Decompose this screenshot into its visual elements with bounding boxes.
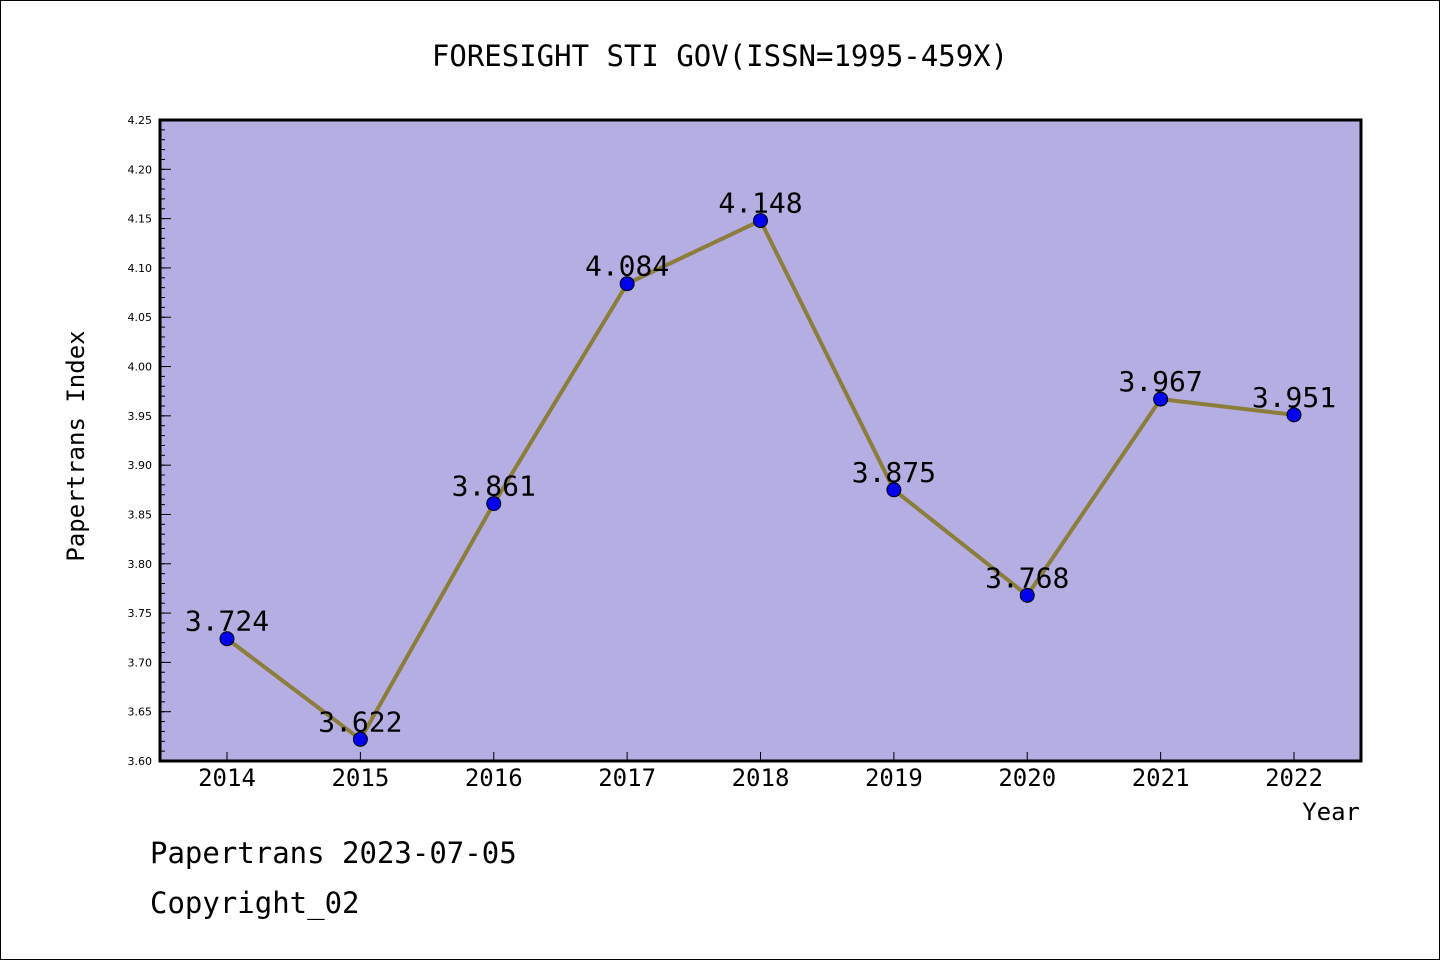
data-point (219, 631, 235, 647)
x-tick-label: 2016 (465, 764, 523, 792)
data-point (886, 482, 902, 498)
y-tick-label: 3.90 (128, 459, 153, 472)
y-tick-label: 3.85 (128, 508, 153, 521)
y-axis-label: Papertrans Index (62, 330, 90, 561)
x-tick-label: 2022 (1265, 764, 1323, 792)
data-label: 3.875 (852, 456, 936, 489)
x-axis-label: Year (1302, 798, 1360, 826)
footer-date-stamp: Papertrans 2023-07-05 (150, 836, 517, 870)
x-tick-label: 2015 (331, 764, 389, 792)
y-tick-label: 3.95 (128, 410, 153, 423)
data-label: 4.148 (718, 187, 802, 220)
x-tick-label: 2018 (732, 764, 790, 792)
y-tick-label: 3.80 (128, 558, 153, 571)
x-tick-label: 2014 (198, 764, 256, 792)
data-point (486, 496, 502, 512)
data-label: 3.768 (985, 561, 1069, 594)
data-label: 3.724 (185, 605, 269, 638)
data-point (1019, 587, 1035, 603)
y-tick-label: 3.75 (128, 607, 153, 620)
y-tick-label: 4.00 (128, 361, 153, 374)
y-tick-label: 3.70 (128, 656, 153, 669)
x-tick-label: 2017 (598, 764, 656, 792)
plot-border (158, 118, 1363, 763)
x-tick-label: 2019 (865, 764, 923, 792)
y-tick-label: 3.60 (128, 755, 153, 768)
y-tick-label: 3.65 (128, 706, 153, 719)
data-point (619, 276, 635, 292)
y-tick-label: 4.10 (128, 262, 153, 275)
data-label: 3.622 (318, 705, 402, 738)
data-point (1286, 407, 1302, 423)
y-tick-label: 4.05 (128, 311, 153, 324)
data-label: 3.967 (1118, 365, 1202, 398)
data-point (352, 731, 368, 747)
data-point (753, 213, 768, 229)
data-label: 3.951 (1252, 381, 1336, 414)
data-label: 3.861 (452, 470, 536, 503)
x-tick-label: 2021 (1132, 764, 1190, 792)
chart-title: FORESIGHT STI GOV(ISSN=1995-459X) (432, 39, 1008, 73)
y-tick-label: 4.15 (128, 213, 153, 226)
y-tick-label: 4.20 (128, 163, 153, 176)
y-tick-label: 4.25 (128, 114, 153, 127)
x-tick-label: 2020 (998, 764, 1056, 792)
data-point (1153, 391, 1169, 407)
footer-copyright: Copyright_02 (150, 886, 360, 920)
data-label: 4.084 (585, 250, 669, 283)
